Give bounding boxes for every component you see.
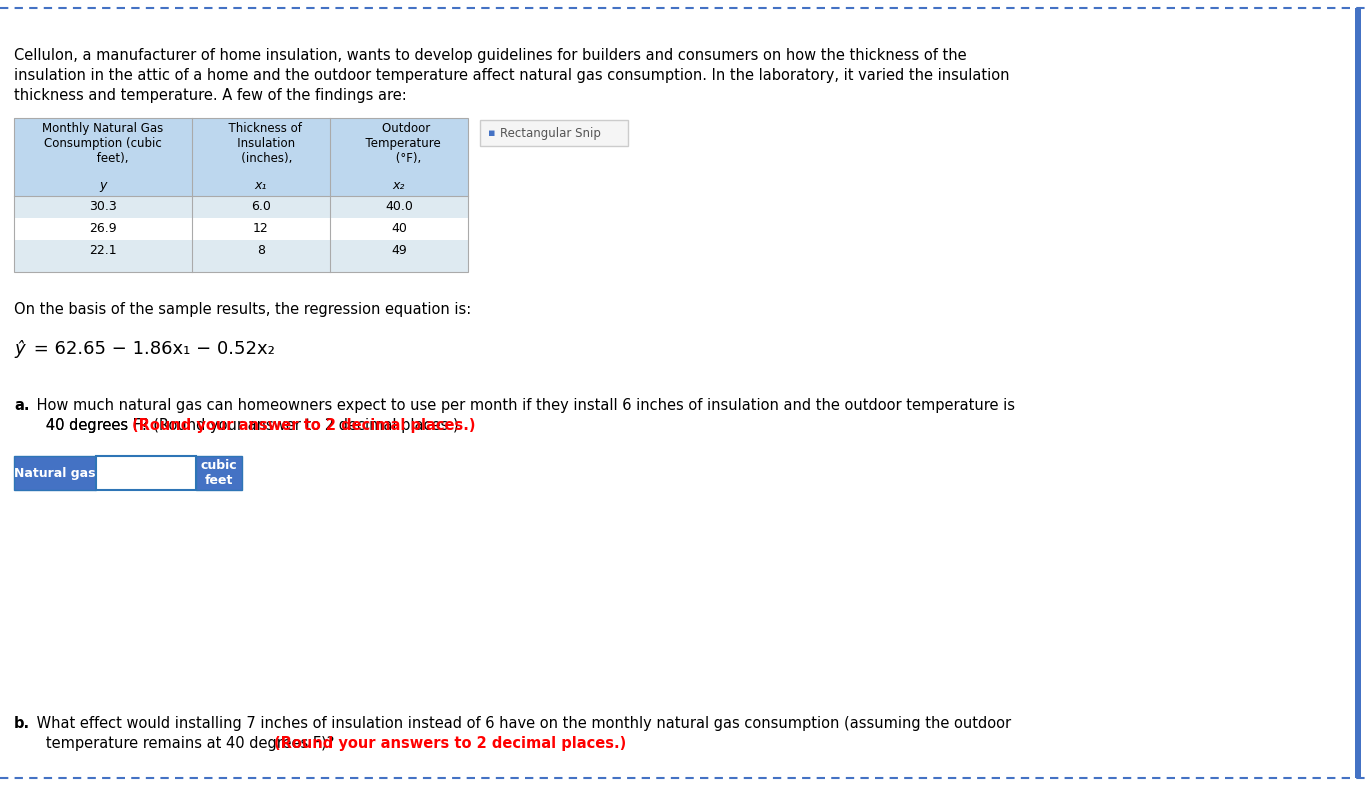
FancyBboxPatch shape: [14, 456, 96, 490]
Text: 8: 8: [257, 244, 266, 258]
Text: thickness and temperature. A few of the findings are:: thickness and temperature. A few of the …: [14, 88, 407, 103]
Text: Thickness of
   Insulation
   (inches),: Thickness of Insulation (inches),: [220, 122, 301, 165]
Text: 22.1: 22.1: [89, 244, 116, 258]
Text: Monthly Natural Gas
Consumption (cubic
     feet),: Monthly Natural Gas Consumption (cubic f…: [42, 122, 164, 165]
Text: 40 degrees F?: 40 degrees F?: [31, 418, 153, 433]
Text: 40.0: 40.0: [385, 200, 413, 214]
Text: Outdoor
  Temperature
     (°F),: Outdoor Temperature (°F),: [357, 122, 441, 165]
Text: 6.0: 6.0: [251, 200, 271, 214]
FancyBboxPatch shape: [14, 240, 468, 262]
Text: temperature remains at 40 degrees F)?: temperature remains at 40 degrees F)?: [31, 736, 340, 751]
Text: (Round your answer to 2 decimal places.): (Round your answer to 2 decimal places.): [133, 418, 476, 433]
FancyBboxPatch shape: [14, 218, 468, 240]
Text: 12: 12: [253, 222, 268, 236]
Text: (Round your answers to 2 decimal places.): (Round your answers to 2 decimal places.…: [274, 736, 626, 751]
Text: a.: a.: [14, 398, 30, 413]
Text: Natural gas: Natural gas: [14, 467, 96, 479]
Text: 40 degrees F? (Round your answer to 2 decimal places.): 40 degrees F? (Round your answer to 2 de…: [31, 418, 459, 433]
Text: Rectangular Snip: Rectangular Snip: [500, 127, 601, 139]
Text: 40: 40: [392, 222, 407, 236]
FancyBboxPatch shape: [14, 196, 468, 218]
Text: What effect would installing 7 inches of insulation instead of 6 have on the mon: What effect would installing 7 inches of…: [31, 716, 1012, 731]
FancyBboxPatch shape: [481, 120, 628, 146]
Text: b.: b.: [14, 716, 30, 731]
FancyBboxPatch shape: [1355, 8, 1361, 778]
Text: insulation in the attic of a home and the outdoor temperature affect natural gas: insulation in the attic of a home and th…: [14, 68, 1009, 83]
FancyBboxPatch shape: [196, 456, 242, 490]
Text: 30.3: 30.3: [89, 200, 116, 214]
Text: 49: 49: [392, 244, 407, 258]
Text: How much natural gas can homeowners expect to use per month if they install 6 in: How much natural gas can homeowners expe…: [31, 398, 1014, 413]
FancyBboxPatch shape: [14, 118, 468, 196]
Text: x₁: x₁: [255, 179, 267, 192]
FancyBboxPatch shape: [96, 456, 196, 490]
Text: x₂: x₂: [393, 179, 405, 192]
FancyBboxPatch shape: [14, 262, 468, 272]
Text: y: y: [100, 179, 107, 192]
Text: 26.9: 26.9: [89, 222, 116, 236]
Text: Cellulon, a manufacturer of home insulation, wants to develop guidelines for bui: Cellulon, a manufacturer of home insulat…: [14, 48, 967, 63]
Text: ŷ: ŷ: [14, 340, 25, 358]
Text: = 62.65 − 1.86x₁ − 0.52x₂: = 62.65 − 1.86x₁ − 0.52x₂: [27, 340, 275, 358]
Text: ▪: ▪: [487, 128, 496, 138]
Text: cubic
feet: cubic feet: [201, 459, 237, 487]
Text: On the basis of the sample results, the regression equation is:: On the basis of the sample results, the …: [14, 302, 471, 317]
